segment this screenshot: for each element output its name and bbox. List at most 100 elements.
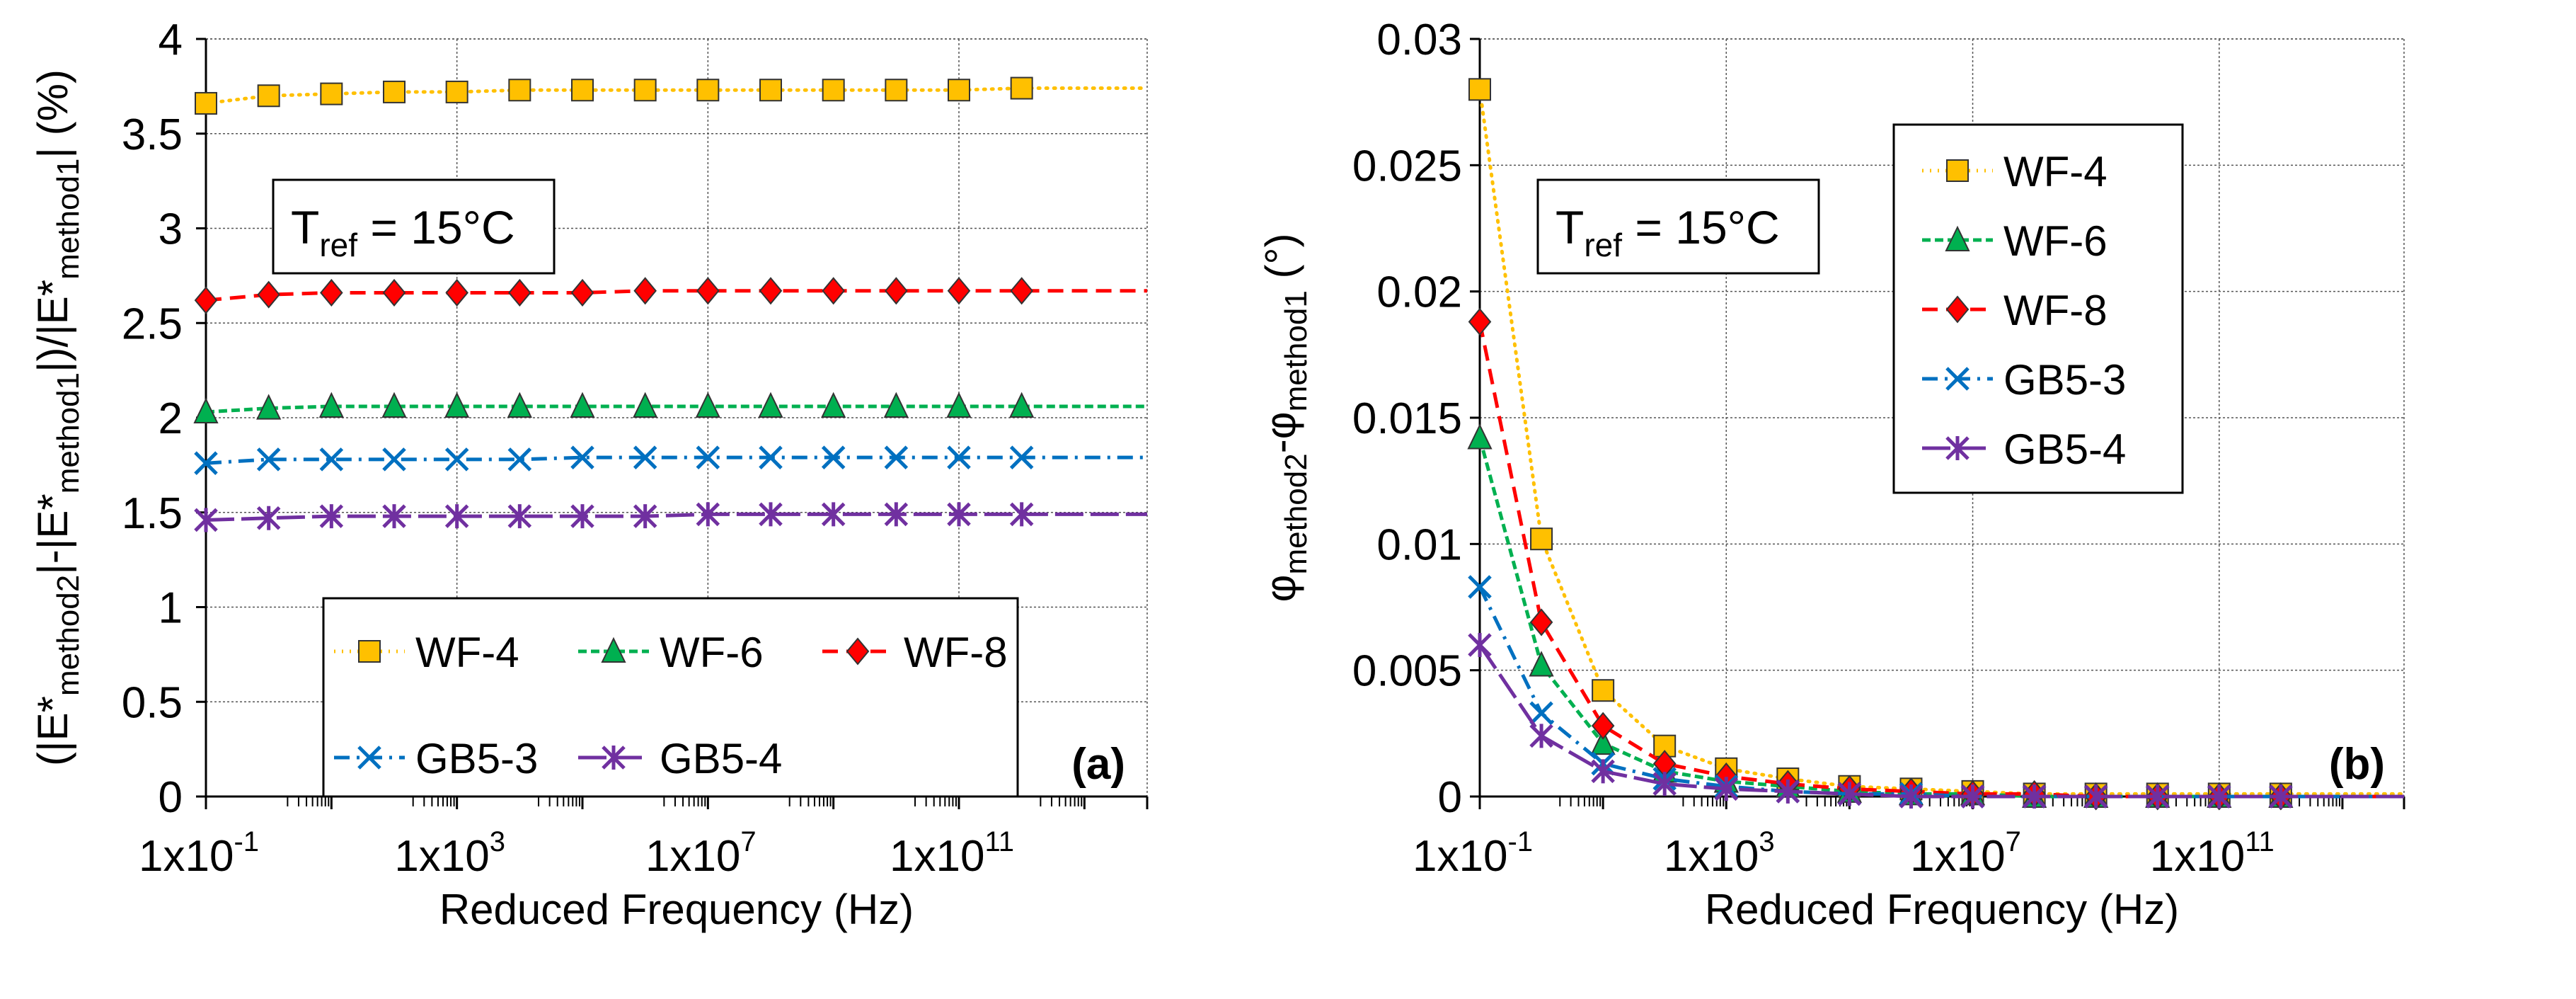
x-tick-base: 1x10	[1664, 832, 1759, 881]
x-tick-exponent: 11	[984, 826, 1014, 857]
data-point-marker	[633, 392, 658, 418]
y-axis-title-part: -φ	[1257, 411, 1304, 453]
data-point-marker	[1530, 527, 1553, 551]
legend-label: WF-6	[660, 629, 764, 676]
data-point-marker	[571, 79, 594, 102]
data-point-marker	[444, 504, 469, 529]
legend-marker	[1945, 295, 1970, 324]
data-point-marker	[320, 82, 343, 105]
y-axis-title-part: φ	[1257, 575, 1304, 603]
annotation-subscript: ref	[1584, 227, 1622, 263]
data-point-marker	[256, 506, 281, 530]
data-point-marker	[821, 502, 846, 527]
x-tick-label: 1x103	[394, 826, 505, 881]
data-point-marker	[1776, 779, 1800, 804]
x-tick-label: 1x103	[1664, 826, 1775, 881]
data-point-marker	[319, 504, 344, 529]
x-tick-base: 1x10	[1910, 832, 2005, 881]
data-point-marker	[193, 397, 219, 423]
legend-entry-gb5-4: GB5-4	[1922, 426, 2126, 473]
y-axis-title-subscript: method1	[51, 372, 86, 493]
legend-marker	[602, 746, 626, 770]
x-tick-exponent: 11	[2245, 826, 2275, 857]
data-point-marker	[570, 278, 594, 307]
data-point-marker	[508, 79, 531, 102]
legend: WF-4 WF-6 WF-8 GB5-3 GB5-4	[1892, 123, 2184, 494]
y-axis-title-subscript: method2	[51, 575, 86, 696]
y-tick-label: 0.02	[1376, 268, 1462, 317]
data-point-marker	[759, 79, 782, 102]
y-tick-label: 2	[159, 394, 183, 443]
y-tick-label: 3	[159, 205, 183, 254]
y-axis-title-subscript: method2	[1279, 453, 1313, 574]
data-point-marker	[256, 447, 281, 472]
data-point-marker	[759, 445, 783, 469]
y-tick-label: 1.5	[122, 489, 183, 538]
series-line	[204, 86, 1149, 105]
data-point-marker	[1529, 724, 1553, 748]
y-tick-label: 2.5	[122, 299, 183, 348]
legend-entry-wf-8: WF-8	[822, 629, 1008, 676]
data-point-marker	[885, 277, 908, 305]
legend-label: GB5-4	[2003, 426, 2126, 473]
legend-marker	[1946, 159, 1969, 182]
data-point-marker	[696, 445, 720, 469]
x-tick-label: 1x10-1	[1413, 826, 1533, 881]
x-axis-title: Reduced Frequency (Hz)	[1705, 886, 2179, 933]
data-point-marker	[570, 504, 594, 529]
legend-marker	[846, 637, 870, 666]
series-line	[205, 512, 1147, 522]
panel-label: (a)	[1071, 740, 1125, 789]
y-axis-title-part: |)/|E*	[29, 280, 76, 372]
series-gb5-4	[1468, 633, 2404, 809]
x-tick-exponent: -1	[1507, 826, 1533, 857]
data-point-marker	[884, 502, 909, 527]
y-axis-title-part: (°)	[1257, 234, 1304, 291]
data-point-marker	[633, 277, 657, 305]
data-point-marker	[320, 278, 343, 307]
x-tick-base: 1x10	[139, 832, 234, 881]
data-point-marker	[821, 445, 846, 469]
data-point-marker	[1009, 445, 1034, 469]
data-point-marker	[947, 445, 971, 469]
data-point-marker	[194, 451, 218, 475]
data-point-marker	[445, 278, 468, 307]
annotation-text: Tref = 15°C	[1556, 201, 1780, 263]
data-point-marker	[381, 392, 407, 418]
data-point-marker	[195, 91, 217, 115]
data-point-marker	[570, 392, 595, 418]
data-point-marker	[383, 80, 406, 103]
data-point-marker	[508, 278, 531, 307]
data-point-marker	[885, 79, 908, 102]
legend-entry-wf-6: WF-6	[578, 629, 764, 676]
data-point-marker	[822, 277, 845, 305]
x-tick-exponent: 7	[2006, 826, 2021, 857]
legend-entry-gb5-4: GB5-4	[578, 735, 782, 782]
panel-label: (b)	[2329, 740, 2385, 789]
data-point-marker	[2083, 784, 2108, 809]
data-point-marker	[633, 79, 657, 102]
x-tick-base: 1x10	[2150, 832, 2245, 881]
legend-marker	[1945, 225, 1970, 251]
legend-entry-gb5-3: GB5-3	[1922, 356, 2126, 404]
x-tick-label: 1x10-1	[139, 826, 259, 881]
data-point-marker	[1899, 784, 1924, 809]
data-point-marker	[884, 445, 909, 469]
legend-marker	[358, 640, 381, 663]
x-tick-label: 1x107	[645, 826, 757, 881]
series-gb5-4	[194, 502, 1147, 532]
series-line	[205, 404, 1147, 414]
data-point-marker	[633, 445, 657, 469]
legend-marker	[357, 746, 381, 770]
annotation-subscript: ref	[319, 227, 357, 263]
data-point-marker	[2207, 784, 2231, 809]
data-point-marker	[946, 392, 972, 418]
y-tick-label: 0.025	[1352, 142, 1462, 190]
data-point-marker	[1652, 772, 1677, 797]
data-point-marker	[948, 79, 970, 102]
legend-label: WF-4	[415, 629, 519, 676]
data-point-marker	[1529, 701, 1553, 726]
y-axis-title-subscript: method1	[1279, 290, 1313, 411]
annotation-text: Tref = 15°C	[291, 201, 515, 263]
